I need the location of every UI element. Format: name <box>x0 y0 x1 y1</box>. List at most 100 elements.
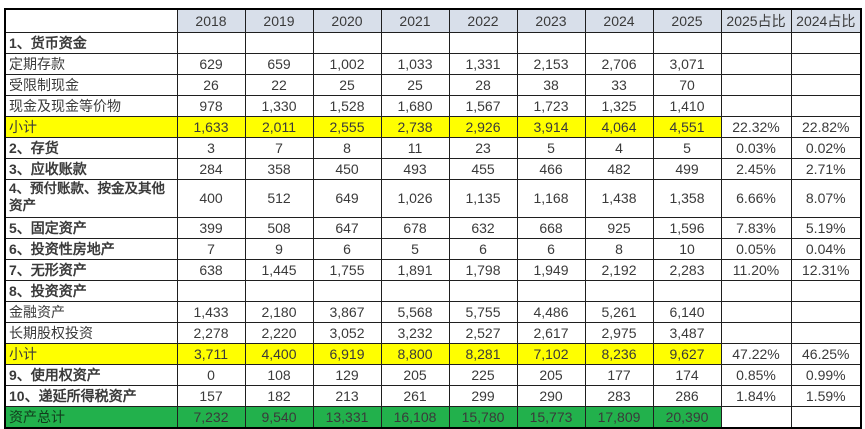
value-cell[interactable]: 70 <box>652 73 722 96</box>
share-value-cell[interactable]: 46.25% <box>790 342 862 365</box>
share-value-cell[interactable] <box>720 321 792 344</box>
value-cell[interactable] <box>312 279 382 302</box>
value-cell[interactable]: 3,052 <box>312 321 382 344</box>
year-header-cell[interactable]: 2020 <box>312 8 382 33</box>
value-cell[interactable]: 129 <box>312 363 382 386</box>
share-value-cell[interactable] <box>720 279 792 302</box>
year-header-cell[interactable]: 2024 <box>584 8 654 33</box>
row-label-cell[interactable]: 6、投资性房地产 <box>4 237 178 260</box>
value-cell[interactable]: 508 <box>244 216 314 239</box>
value-cell[interactable]: 1,949 <box>516 258 586 281</box>
value-cell[interactable]: 284 <box>176 157 246 180</box>
value-cell[interactable]: 8 <box>584 237 654 260</box>
value-cell[interactable]: 1,168 <box>516 178 586 218</box>
share-value-cell[interactable]: 2.71% <box>790 157 862 180</box>
value-cell[interactable]: 512 <box>244 178 314 218</box>
value-cell[interactable]: 7,102 <box>516 342 586 365</box>
value-cell[interactable]: 8,236 <box>584 342 654 365</box>
value-cell[interactable]: 26 <box>176 73 246 96</box>
value-cell[interactable]: 1,358 <box>652 178 722 218</box>
value-cell[interactable]: 3,711 <box>176 342 246 365</box>
value-cell[interactable] <box>448 31 518 54</box>
value-cell[interactable]: 400 <box>176 178 246 218</box>
share-value-cell[interactable]: 0.05% <box>720 237 792 260</box>
value-cell[interactable]: 33 <box>584 73 654 96</box>
value-cell[interactable]: 7 <box>244 136 314 159</box>
value-cell[interactable]: 2,975 <box>584 321 654 344</box>
value-cell[interactable]: 9 <box>244 237 314 260</box>
row-label-cell[interactable]: 金融资产 <box>4 300 178 323</box>
share-value-cell[interactable] <box>790 52 862 75</box>
value-cell[interactable]: 174 <box>652 363 722 386</box>
share-value-cell[interactable]: 7.83% <box>720 216 792 239</box>
row-label-cell[interactable]: 7、无形资产 <box>4 258 178 281</box>
value-cell[interactable]: 482 <box>584 157 654 180</box>
share-value-cell[interactable] <box>790 94 862 117</box>
row-label-cell[interactable]: 1、货币资金 <box>4 31 178 54</box>
value-cell[interactable]: 1,330 <box>244 94 314 117</box>
share-value-cell[interactable]: 47.22% <box>720 342 792 365</box>
row-label-cell[interactable]: 长期股权投资 <box>4 321 178 344</box>
value-cell[interactable]: 466 <box>516 157 586 180</box>
value-cell[interactable]: 4,064 <box>584 115 654 138</box>
share-value-cell[interactable] <box>790 73 862 96</box>
value-cell[interactable]: 8 <box>312 136 382 159</box>
share-value-cell[interactable]: 0.99% <box>790 363 862 386</box>
value-cell[interactable]: 22 <box>244 73 314 96</box>
value-cell[interactable]: 1,680 <box>380 94 450 117</box>
value-cell[interactable]: 1,438 <box>584 178 654 218</box>
value-cell[interactable]: 0 <box>176 363 246 386</box>
value-cell[interactable] <box>244 279 314 302</box>
value-cell[interactable] <box>448 279 518 302</box>
value-cell[interactable]: 205 <box>516 363 586 386</box>
value-cell[interactable]: 925 <box>584 216 654 239</box>
row-label-cell[interactable]: 定期存款 <box>4 52 178 75</box>
share-value-cell[interactable] <box>790 279 862 302</box>
value-cell[interactable]: 4,551 <box>652 115 722 138</box>
value-cell[interactable]: 1,755 <box>312 258 382 281</box>
value-cell[interactable]: 1,528 <box>312 94 382 117</box>
value-cell[interactable]: 5 <box>516 136 586 159</box>
value-cell[interactable]: 629 <box>176 52 246 75</box>
share-value-cell[interactable] <box>790 321 862 344</box>
value-cell[interactable]: 2,180 <box>244 300 314 323</box>
value-cell[interactable]: 649 <box>312 178 382 218</box>
share-value-cell[interactable]: 2.45% <box>720 157 792 180</box>
share-value-cell[interactable]: 0.85% <box>720 363 792 386</box>
value-cell[interactable]: 17,809 <box>584 405 654 429</box>
value-cell[interactable]: 6,140 <box>652 300 722 323</box>
share-value-cell[interactable]: 12.31% <box>790 258 862 281</box>
value-cell[interactable] <box>652 31 722 54</box>
value-cell[interactable]: 4,400 <box>244 342 314 365</box>
share-value-cell[interactable]: 6.66% <box>720 178 792 218</box>
value-cell[interactable]: 1,723 <box>516 94 586 117</box>
row-label-cell[interactable]: 9、使用权资产 <box>4 363 178 386</box>
value-cell[interactable] <box>176 31 246 54</box>
share-value-cell[interactable] <box>720 94 792 117</box>
value-cell[interactable]: 2,153 <box>516 52 586 75</box>
value-cell[interactable]: 455 <box>448 157 518 180</box>
value-cell[interactable]: 16,108 <box>380 405 450 429</box>
row-label-cell[interactable]: 受限制现金 <box>4 73 178 96</box>
value-cell[interactable]: 8,281 <box>448 342 518 365</box>
value-cell[interactable]: 3,487 <box>652 321 722 344</box>
row-label-cell[interactable]: 2、存货 <box>4 136 178 159</box>
value-cell[interactable]: 2,283 <box>652 258 722 281</box>
value-cell[interactable]: 5,755 <box>448 300 518 323</box>
value-cell[interactable]: 2,527 <box>448 321 518 344</box>
value-cell[interactable]: 5 <box>380 237 450 260</box>
share-value-cell[interactable]: 11.20% <box>720 258 792 281</box>
value-cell[interactable]: 1,633 <box>176 115 246 138</box>
value-cell[interactable]: 1,325 <box>584 94 654 117</box>
value-cell[interactable] <box>516 279 586 302</box>
share-value-cell[interactable]: 0.03% <box>720 136 792 159</box>
value-cell[interactable]: 3 <box>176 136 246 159</box>
value-cell[interactable]: 7,232 <box>176 405 246 429</box>
row-label-cell[interactable]: 4、预付账款、按金及其他资产 <box>4 178 178 218</box>
value-cell[interactable]: 1,798 <box>448 258 518 281</box>
value-cell[interactable] <box>584 279 654 302</box>
year-header-cell[interactable]: 2025 <box>652 8 722 33</box>
value-cell[interactable]: 177 <box>584 363 654 386</box>
value-cell[interactable]: 2,706 <box>584 52 654 75</box>
value-cell[interactable]: 647 <box>312 216 382 239</box>
